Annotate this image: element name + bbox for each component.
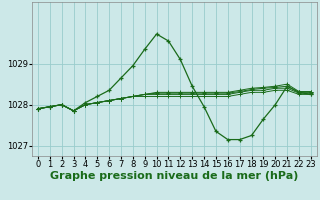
X-axis label: Graphe pression niveau de la mer (hPa): Graphe pression niveau de la mer (hPa) [50, 171, 299, 181]
